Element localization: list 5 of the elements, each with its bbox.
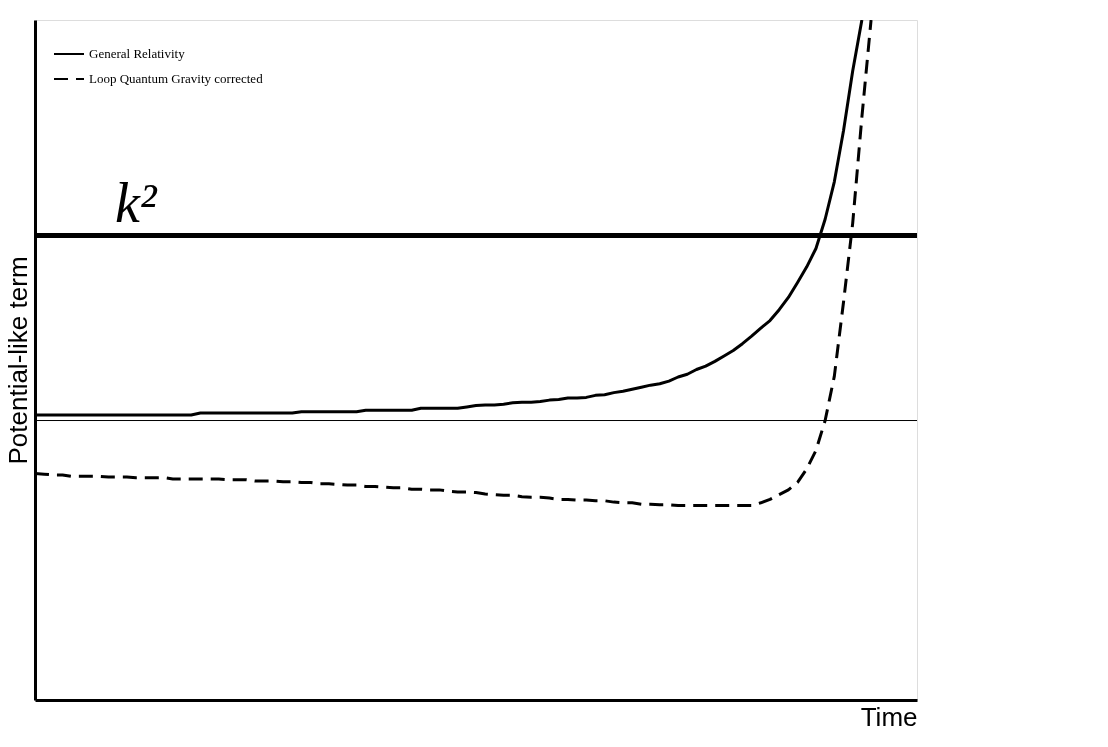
y-axis-title: Potential-like term [2,256,33,465]
legend-label: Loop Quantum Gravity corrected [89,71,264,86]
x-axis-title: Time [860,701,918,732]
ref-line-label: k² [115,171,158,234]
legend-label: General Relativity [89,46,186,61]
